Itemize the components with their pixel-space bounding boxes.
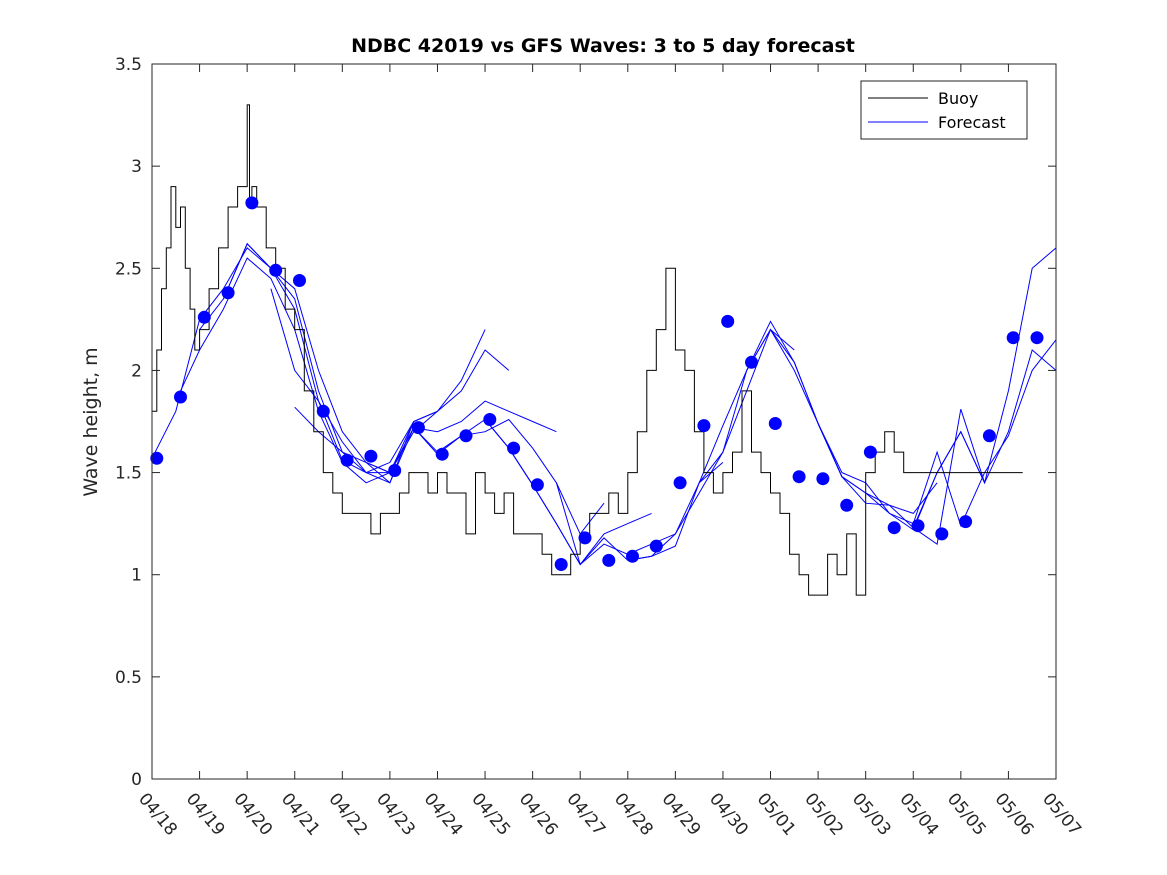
forecast-line-8 (484, 419, 724, 566)
chart-title: NDBC 42019 vs GFS Waves: 3 to 5 day fore… (351, 35, 855, 57)
forecast-marker (982, 429, 996, 443)
forecast-marker (840, 498, 854, 512)
forecast-marker (673, 476, 687, 490)
y-tick-label: 2 (131, 361, 142, 381)
axes-box (151, 63, 1057, 780)
forecast-marker (578, 531, 592, 545)
forecast-marker (364, 449, 378, 463)
forecast-marker (507, 441, 521, 455)
forecast-marker (316, 404, 330, 418)
forecast-marker (745, 355, 758, 369)
forecast-marker (887, 521, 901, 535)
forecast-line-9 (555, 328, 795, 566)
legend-buoy-label: Buoy (938, 89, 978, 108)
y-tick-label: 1.5 (115, 464, 142, 484)
forecast-marker (530, 478, 544, 492)
buoy-line (152, 104, 1023, 596)
forecast-marker (1030, 331, 1044, 345)
y-axis-label: Wave height, m (80, 347, 102, 496)
forecast-marker (340, 453, 354, 467)
forecast-marker (1006, 331, 1020, 345)
forecast-marker (792, 470, 806, 484)
y-tick-label: 3 (131, 157, 142, 177)
forecast-marker (935, 527, 949, 541)
y-tick-label: 0 (131, 770, 142, 790)
forecast-marker (411, 421, 425, 435)
legend: Buoy Forecast (860, 80, 1028, 140)
forecast-marker (959, 515, 973, 529)
forecast-marker (554, 558, 568, 571)
forecast-line-13 (817, 339, 1057, 528)
forecast-marker (911, 519, 925, 533)
forecast-marker (293, 274, 306, 287)
legend-forecast-label: Forecast (938, 113, 1006, 132)
forecast-marker (221, 286, 235, 300)
forecast-marker (863, 445, 877, 459)
forecast-marker (459, 429, 473, 443)
y-tick-label: 3.5 (115, 55, 142, 75)
forecast-line-3 (222, 242, 486, 474)
forecast-marker (435, 447, 449, 461)
plot-area (150, 104, 1057, 596)
forecast-marker (245, 196, 259, 210)
forecast-marker (768, 417, 782, 430)
forecast-line-6 (365, 418, 605, 535)
y-tick-label: 1 (131, 566, 142, 586)
forecast-marker (269, 263, 283, 277)
forecast-marker (150, 451, 164, 465)
y-tick-label: 0.5 (115, 668, 142, 688)
forecast-marker (697, 419, 711, 433)
forecast-marker (483, 413, 497, 426)
forecast-line-14 (865, 349, 1057, 545)
forecast-marker (197, 310, 211, 324)
forecast-marker (721, 314, 735, 328)
forecast-line-5 (294, 400, 557, 474)
forecast-marker (649, 539, 663, 553)
forecast-marker (626, 549, 639, 563)
legend-box (860, 80, 1028, 140)
forecast-marker (602, 553, 616, 567)
forecast-marker (816, 472, 830, 486)
forecast-marker (174, 390, 187, 404)
y-tick-label: 2.5 (115, 259, 142, 279)
forecast-marker (388, 464, 402, 477)
